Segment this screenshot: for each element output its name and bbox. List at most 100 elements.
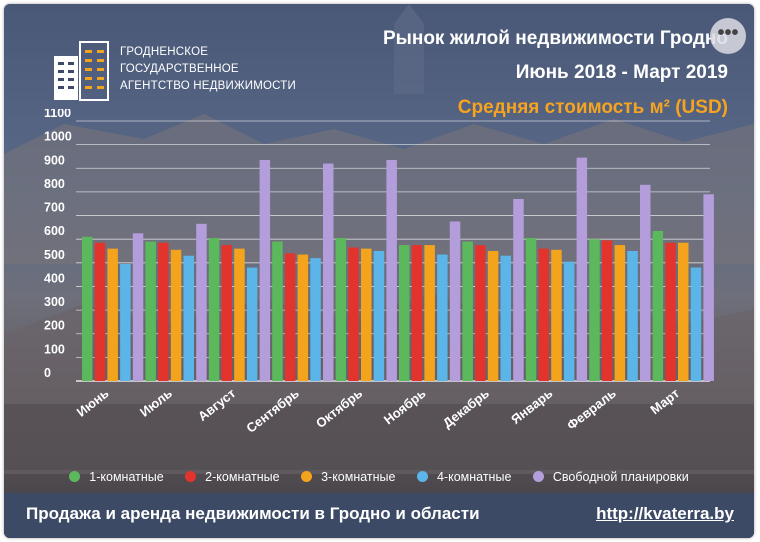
bar[interactable] — [158, 242, 169, 381]
legend-label: 2-комнатные — [205, 470, 280, 484]
bar[interactable] — [348, 247, 359, 381]
website-link[interactable]: http://kvaterra.by — [596, 504, 734, 523]
bar[interactable] — [208, 238, 220, 381]
y-tick-label: 700 — [44, 201, 65, 215]
legend-item-3room[interactable]: 3-комнатные — [301, 470, 396, 484]
bar[interactable] — [640, 184, 651, 381]
bar[interactable] — [183, 255, 195, 381]
y-axis-ticks: 0 100 200 300 400 500 600 700 800 900 1000 1100 — [44, 109, 72, 380]
building-logo-icon — [54, 41, 109, 101]
bar[interactable] — [601, 240, 613, 381]
bar[interactable] — [627, 251, 638, 381]
bar[interactable] — [107, 248, 118, 381]
bar[interactable] — [487, 251, 499, 381]
y-tick-label: 100 — [44, 342, 65, 356]
bar[interactable] — [94, 242, 106, 381]
legend-label: Свободной планировки — [552, 470, 689, 484]
bar[interactable] — [335, 238, 347, 381]
bar[interactable] — [437, 254, 448, 381]
chart-period: Июнь 2018 - Март 2019 — [515, 62, 728, 83]
bar[interactable] — [234, 248, 245, 381]
y-tick-label: 1000 — [44, 130, 72, 144]
y-tick-label: 900 — [44, 153, 65, 167]
bar[interactable] — [196, 223, 207, 381]
x-tick-label: Декабрь — [440, 386, 492, 431]
bar[interactable] — [500, 255, 512, 381]
bar[interactable] — [386, 160, 397, 381]
bar[interactable] — [145, 241, 156, 381]
bar[interactable] — [614, 245, 626, 381]
bar[interactable] — [221, 245, 233, 381]
bar[interactable] — [665, 242, 676, 381]
bar[interactable] — [132, 233, 144, 381]
legend-swatch — [416, 471, 428, 482]
legend-item-1room[interactable]: 1-комнатные — [69, 470, 164, 484]
legend-swatch — [532, 471, 544, 482]
x-tick-label: Октябрь — [313, 386, 365, 431]
x-axis-ticks: Июнь Июль Август Сентябрь Октябрь Ноябрь Декаб… — [74, 386, 682, 436]
bar[interactable] — [475, 245, 486, 381]
chart-title: Рынок жилой недвижимости Гродно — [382, 28, 728, 49]
legend-label: 4-комнатные — [436, 470, 512, 484]
bar[interactable] — [576, 157, 588, 381]
y-tick-label: 300 — [44, 295, 65, 309]
bar[interactable] — [361, 248, 372, 381]
bar[interactable] — [284, 253, 296, 381]
bar[interactable] — [373, 251, 385, 381]
x-tick-label: Февраль — [564, 386, 619, 433]
legend-swatch — [185, 471, 197, 482]
legend-swatch — [69, 471, 81, 482]
logo-line-2: ГОСУДАРСТВЕННОЕ — [120, 63, 239, 75]
bar[interactable] — [424, 245, 435, 381]
bar[interactable] — [170, 249, 182, 381]
bar[interactable] — [272, 241, 283, 381]
ellipsis-icon: ••• — [717, 22, 739, 44]
legend-item-4room[interactable]: 4-комнатные — [416, 470, 512, 484]
bars — [82, 157, 714, 381]
bar[interactable] — [310, 258, 321, 381]
bar[interactable] — [246, 267, 258, 381]
bar[interactable] — [690, 267, 702, 381]
x-tick-label: Август — [195, 386, 238, 424]
x-tick-label: Март — [647, 386, 682, 418]
bar[interactable] — [120, 264, 131, 381]
y-tick-label: 200 — [44, 319, 65, 333]
chart-legend: 1-комнатные 2-комнатные 3-комнатные 4-ко… — [4, 470, 754, 492]
bar[interactable] — [82, 236, 93, 381]
bar[interactable] — [513, 199, 524, 381]
chart-subtitle: Средняя стоимость м² (USD) — [457, 97, 728, 118]
bar[interactable] — [297, 254, 309, 381]
footer-text: Продажа и аренда недвижимости в Гродно и… — [26, 504, 480, 523]
logo-line-3: АГЕНТСТВО НЕДВИЖИМОСТИ — [120, 80, 296, 92]
bar[interactable] — [678, 242, 689, 381]
legend-item-2room[interactable]: 2-комнатные — [185, 470, 280, 484]
legend-label: 3-комнатные — [321, 470, 396, 484]
y-tick-label: 0 — [44, 366, 51, 380]
y-tick-label: 500 — [44, 248, 65, 262]
bar[interactable] — [399, 245, 410, 381]
bar[interactable] — [563, 261, 575, 381]
x-tick-label: Сентябрь — [243, 386, 301, 436]
bar[interactable] — [449, 221, 461, 381]
x-tick-label: Январь — [508, 386, 555, 427]
bar[interactable] — [551, 249, 562, 381]
bar[interactable] — [411, 245, 423, 381]
footer-bar: Продажа и аренда недвижимости в Гродно и… — [4, 493, 754, 538]
bar[interactable] — [538, 248, 550, 381]
y-tick-label: 1100 — [44, 109, 71, 120]
legend-item-free-layout[interactable]: Свободной планировки — [532, 470, 689, 484]
logo-line-1: ГРОДНЕНСКОЕ — [120, 46, 209, 58]
legend-label: 1-комнатные — [89, 470, 164, 484]
bar-chart: 0 100 200 300 400 500 600 700 800 900 1000 1100 Июн… — [44, 109, 714, 436]
more-options-button[interactable]: ••• — [710, 18, 746, 54]
bar[interactable] — [589, 239, 600, 381]
bar[interactable] — [462, 241, 473, 381]
x-tick-label: Июнь — [74, 386, 112, 420]
y-tick-label: 600 — [44, 224, 65, 238]
bar[interactable] — [259, 160, 271, 381]
bar[interactable] — [525, 238, 537, 381]
bar[interactable] — [703, 194, 714, 381]
bar[interactable] — [652, 230, 664, 381]
bar[interactable] — [323, 163, 334, 381]
x-tick-label: Июль — [137, 386, 175, 420]
